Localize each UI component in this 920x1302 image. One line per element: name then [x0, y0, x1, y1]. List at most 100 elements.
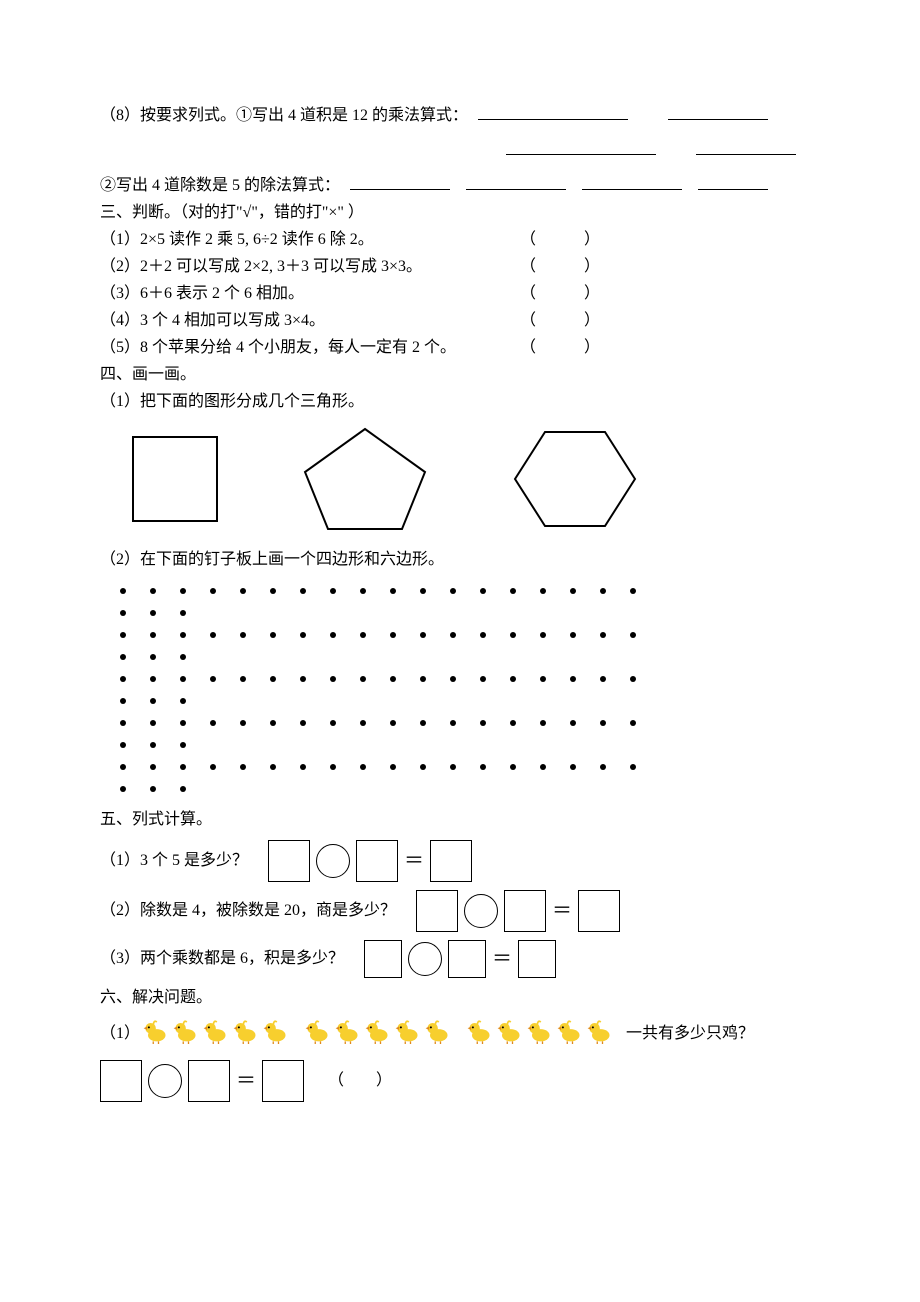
- dot[interactable]: [630, 632, 636, 638]
- operator-circle[interactable]: [464, 894, 498, 928]
- dot[interactable]: [120, 610, 126, 616]
- dot[interactable]: [180, 720, 186, 726]
- dot[interactable]: [570, 676, 576, 682]
- dot[interactable]: [360, 588, 366, 594]
- blank[interactable]: [668, 103, 768, 120]
- dot[interactable]: [450, 632, 456, 638]
- dot[interactable]: [180, 588, 186, 594]
- dot[interactable]: [180, 742, 186, 748]
- dot[interactable]: [540, 676, 546, 682]
- dot[interactable]: [120, 676, 126, 682]
- dot[interactable]: [450, 676, 456, 682]
- dot[interactable]: [420, 720, 426, 726]
- dot[interactable]: [570, 632, 576, 638]
- operator-circle[interactable]: [148, 1064, 182, 1098]
- dot[interactable]: [150, 676, 156, 682]
- dot[interactable]: [360, 632, 366, 638]
- answer-box[interactable]: [268, 840, 310, 882]
- judgment-paren[interactable]: （ ）: [520, 309, 600, 333]
- answer-box[interactable]: [430, 840, 472, 882]
- dot[interactable]: [420, 632, 426, 638]
- blank[interactable]: [478, 103, 628, 120]
- dot[interactable]: [120, 632, 126, 638]
- answer-box[interactable]: [356, 840, 398, 882]
- dot[interactable]: [360, 720, 366, 726]
- dot[interactable]: [420, 764, 426, 770]
- dot[interactable]: [450, 588, 456, 594]
- dot[interactable]: [330, 588, 336, 594]
- dot[interactable]: [360, 676, 366, 682]
- dot[interactable]: [390, 588, 396, 594]
- dot[interactable]: [240, 588, 246, 594]
- blank[interactable]: [506, 138, 656, 155]
- dot[interactable]: [150, 654, 156, 660]
- dot[interactable]: [300, 676, 306, 682]
- dot[interactable]: [390, 764, 396, 770]
- dot[interactable]: [120, 742, 126, 748]
- dot[interactable]: [270, 764, 276, 770]
- dot[interactable]: [270, 720, 276, 726]
- answer-box[interactable]: [416, 890, 458, 932]
- dot[interactable]: [180, 610, 186, 616]
- dot[interactable]: [180, 654, 186, 660]
- dot-board[interactable]: [120, 588, 820, 792]
- dot[interactable]: [600, 588, 606, 594]
- blank[interactable]: [696, 138, 796, 155]
- judgment-paren[interactable]: （ ）: [520, 282, 600, 306]
- dot[interactable]: [510, 764, 516, 770]
- dot[interactable]: [240, 720, 246, 726]
- dot[interactable]: [600, 632, 606, 638]
- dot[interactable]: [510, 720, 516, 726]
- dot[interactable]: [480, 588, 486, 594]
- dot[interactable]: [600, 676, 606, 682]
- dot[interactable]: [150, 742, 156, 748]
- dot[interactable]: [420, 676, 426, 682]
- dot[interactable]: [300, 764, 306, 770]
- dot[interactable]: [330, 676, 336, 682]
- dot[interactable]: [240, 764, 246, 770]
- dot[interactable]: [480, 764, 486, 770]
- dot[interactable]: [180, 632, 186, 638]
- dot[interactable]: [210, 588, 216, 594]
- answer-box[interactable]: [262, 1060, 304, 1102]
- dot[interactable]: [510, 588, 516, 594]
- dot[interactable]: [450, 764, 456, 770]
- dot[interactable]: [390, 676, 396, 682]
- dot[interactable]: [150, 632, 156, 638]
- dot[interactable]: [420, 588, 426, 594]
- operator-circle[interactable]: [316, 844, 350, 878]
- dot[interactable]: [270, 588, 276, 594]
- dot[interactable]: [210, 676, 216, 682]
- dot[interactable]: [570, 588, 576, 594]
- dot[interactable]: [210, 632, 216, 638]
- dot[interactable]: [180, 676, 186, 682]
- dot[interactable]: [570, 720, 576, 726]
- dot[interactable]: [330, 720, 336, 726]
- dot[interactable]: [510, 676, 516, 682]
- dot[interactable]: [240, 676, 246, 682]
- dot[interactable]: [360, 764, 366, 770]
- dot[interactable]: [480, 720, 486, 726]
- dot[interactable]: [270, 632, 276, 638]
- dot[interactable]: [480, 676, 486, 682]
- answer-box[interactable]: [364, 940, 402, 978]
- dot[interactable]: [150, 786, 156, 792]
- dot[interactable]: [480, 632, 486, 638]
- blank[interactable]: [350, 173, 450, 190]
- dot[interactable]: [300, 720, 306, 726]
- judgment-paren[interactable]: （ ）: [520, 228, 600, 252]
- dot[interactable]: [390, 720, 396, 726]
- dot[interactable]: [120, 764, 126, 770]
- dot[interactable]: [330, 764, 336, 770]
- dot[interactable]: [150, 720, 156, 726]
- dot[interactable]: [240, 632, 246, 638]
- dot[interactable]: [150, 588, 156, 594]
- answer-box[interactable]: [504, 890, 546, 932]
- dot[interactable]: [330, 632, 336, 638]
- dot[interactable]: [270, 676, 276, 682]
- judgment-paren[interactable]: （ ）: [520, 255, 600, 279]
- operator-circle[interactable]: [408, 942, 442, 976]
- dot[interactable]: [300, 588, 306, 594]
- dot[interactable]: [630, 720, 636, 726]
- dot[interactable]: [540, 720, 546, 726]
